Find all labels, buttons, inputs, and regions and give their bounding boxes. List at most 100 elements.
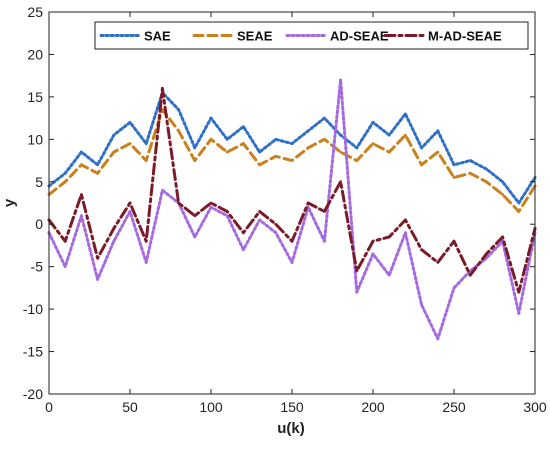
data-point-sae xyxy=(339,133,342,137)
y-tick-label: -15 xyxy=(23,344,43,360)
x-tick-label: 300 xyxy=(523,399,547,415)
y-tick-label: -10 xyxy=(23,301,43,317)
data-point-m-ad-seae xyxy=(242,231,245,235)
legend-label-ad-seae: AD-SEAE xyxy=(330,29,389,44)
x-tick-label: 150 xyxy=(280,399,304,415)
x-tick-label: 50 xyxy=(122,399,138,415)
data-point-seae xyxy=(177,129,181,133)
data-point-seae xyxy=(63,180,67,184)
data-point-m-ad-seae xyxy=(177,201,181,205)
data-point-sae xyxy=(501,180,504,184)
data-point-ad-seae xyxy=(404,231,407,235)
data-point-ad-seae xyxy=(274,231,278,235)
data-point-sae xyxy=(355,146,359,150)
x-axis-label: u(k) xyxy=(277,420,305,437)
data-point-sae xyxy=(306,129,310,133)
data-point-sae xyxy=(387,133,391,137)
data-point-ad-seae xyxy=(420,303,423,307)
data-point-seae xyxy=(128,142,132,145)
data-point-sae xyxy=(258,150,261,154)
data-point-seae xyxy=(468,171,472,175)
data-point-sae xyxy=(193,146,197,150)
data-point-sae xyxy=(225,137,229,141)
data-point-m-ad-seae xyxy=(112,227,116,230)
data-point-ad-seae xyxy=(485,256,488,260)
series-seae xyxy=(47,108,537,213)
data-point-ad-seae xyxy=(258,218,261,222)
data-point-ad-seae xyxy=(290,261,294,264)
data-point-sae xyxy=(63,171,67,175)
data-point-sae xyxy=(290,142,294,145)
data-point-sae xyxy=(436,129,440,133)
data-point-ad-seae xyxy=(371,252,375,256)
y-tick-label: 5 xyxy=(35,174,43,190)
y-tick-label: 0 xyxy=(35,216,43,232)
x-tick-label: 200 xyxy=(361,399,385,415)
data-point-ad-seae xyxy=(63,265,67,269)
data-point-ad-seae xyxy=(355,290,359,294)
data-point-seae xyxy=(339,150,342,154)
y-tick-label: 10 xyxy=(27,131,43,147)
data-point-seae xyxy=(517,210,521,213)
data-point-m-ad-seae xyxy=(501,235,504,239)
y-tick-label: 25 xyxy=(27,4,43,20)
data-point-m-ad-seae xyxy=(128,201,132,205)
data-point-seae xyxy=(274,154,278,158)
data-point-seae xyxy=(144,159,148,162)
data-point-seae xyxy=(80,163,83,167)
data-point-seae xyxy=(306,146,310,150)
x-tick-label: 250 xyxy=(442,399,466,415)
data-point-ad-seae xyxy=(339,78,342,82)
data-point-m-ad-seae xyxy=(485,252,488,256)
data-point-seae xyxy=(420,163,423,167)
y-tick-label: 15 xyxy=(27,89,43,105)
legend: SAE SEAE AD-SEAE M-AD-SEAE xyxy=(94,21,529,50)
data-point-m-ad-seae xyxy=(468,273,472,277)
y-tick-label: -5 xyxy=(31,259,44,275)
data-point-sae xyxy=(452,163,456,167)
data-point-ad-seae xyxy=(209,205,213,209)
data-point-seae xyxy=(112,150,116,154)
data-point-seae xyxy=(209,137,213,141)
data-point-seae xyxy=(452,176,456,179)
data-point-m-ad-seae xyxy=(225,210,229,213)
data-point-m-ad-seae xyxy=(355,269,359,273)
data-point-sae xyxy=(242,125,245,128)
data-point-seae xyxy=(371,142,375,145)
data-point-m-ad-seae xyxy=(290,239,294,243)
data-point-m-ad-seae xyxy=(63,239,67,243)
data-point-ad-seae xyxy=(323,239,326,243)
x-tick-label: 0 xyxy=(45,399,53,415)
data-point-sae xyxy=(209,116,213,120)
data-point-seae xyxy=(193,159,197,162)
series-m-ad-seae xyxy=(47,86,537,294)
data-point-sae xyxy=(371,120,375,124)
data-point-ad-seae xyxy=(80,214,83,218)
data-point-m-ad-seae xyxy=(517,290,521,294)
data-point-seae xyxy=(501,193,504,196)
ticks-layer: 0 50 100 150 200 250 300 -20 -15 -10 -5 0 5 10 15 20 25 xyxy=(23,4,547,415)
legend-label-sae: SAE xyxy=(144,29,171,44)
data-point-seae xyxy=(323,137,326,141)
data-point-sae xyxy=(96,163,99,167)
data-point-ad-seae xyxy=(193,235,197,239)
data-point-ad-seae xyxy=(452,286,456,290)
data-point-ad-seae xyxy=(128,210,132,213)
data-point-m-ad-seae xyxy=(371,239,375,243)
legend-label-seae: SEAE xyxy=(237,29,273,44)
data-point-sae xyxy=(177,108,181,112)
data-point-m-ad-seae xyxy=(193,214,197,218)
series-layer xyxy=(47,78,537,341)
data-point-m-ad-seae xyxy=(323,210,326,213)
data-point-m-ad-seae xyxy=(339,180,342,184)
series-sae xyxy=(47,91,537,205)
data-point-ad-seae xyxy=(161,188,164,192)
data-point-ad-seae xyxy=(112,239,116,243)
data-point-m-ad-seae xyxy=(96,256,99,260)
data-point-m-ad-seae xyxy=(420,248,423,252)
data-point-m-ad-seae xyxy=(306,201,310,205)
data-point-sae xyxy=(112,133,116,137)
